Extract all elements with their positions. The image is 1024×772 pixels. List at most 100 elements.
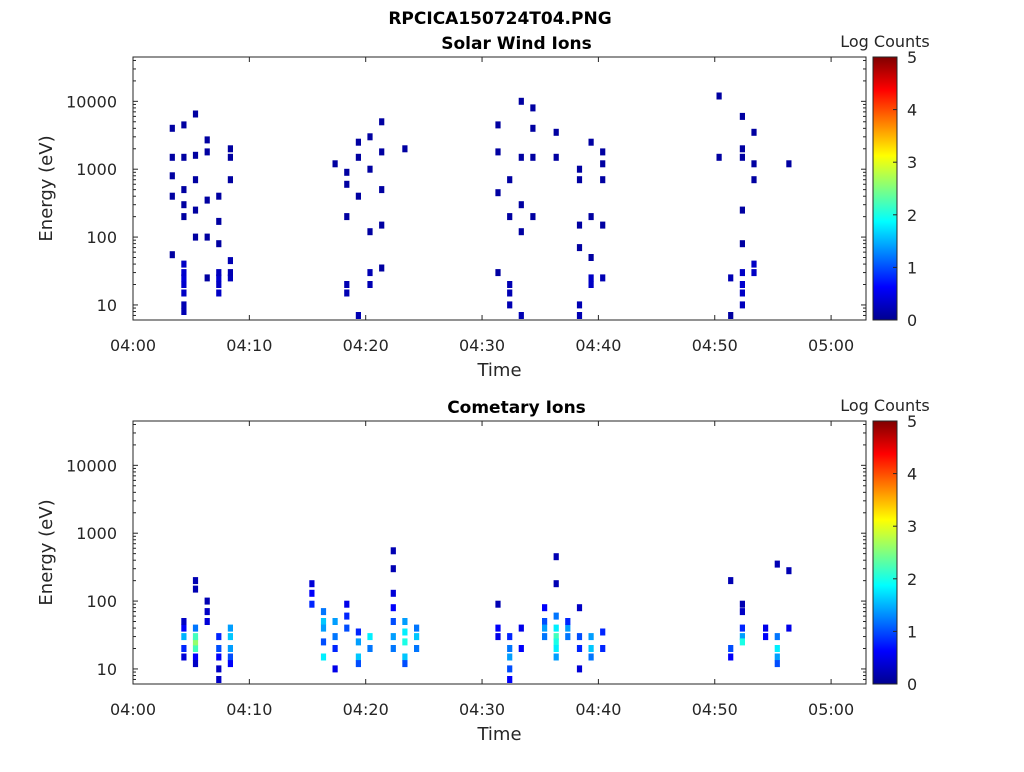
heatmap-cell: [344, 168, 350, 176]
heatmap-cell: [495, 600, 501, 608]
y-tick-label: 100: [86, 228, 117, 247]
heatmap-cell: [379, 148, 385, 156]
heatmap-cell: [227, 645, 233, 652]
heatmap-cell: [728, 577, 734, 585]
heatmap-cell: [204, 608, 210, 616]
x-tick-label: 04:20: [343, 336, 389, 355]
heatmap-cell: [192, 176, 199, 184]
heatmap-cell: [728, 274, 734, 282]
heatmap-cell: [763, 624, 769, 632]
heatmap-cell: [542, 633, 548, 641]
heatmap-cell: [739, 269, 745, 277]
heatmap-cell: [169, 153, 175, 161]
figure-title: RPCICA150724T04.PNG: [388, 9, 611, 29]
heatmap-cell: [332, 665, 338, 673]
heatmap-cell: [204, 618, 210, 625]
heatmap-cell: [227, 633, 233, 641]
heatmap-cell: [181, 633, 187, 641]
heatmap-cell: [739, 281, 745, 288]
panel-title: Solar Wind Ions: [441, 34, 592, 54]
heatmap-cell: [553, 128, 559, 136]
heatmap-cell: [786, 567, 792, 575]
heatmap-cell: [216, 633, 222, 641]
heatmap-cell: [553, 153, 559, 161]
heatmap-cell: [507, 213, 513, 221]
heatmap-cell: [588, 138, 594, 146]
heatmap-cell: [751, 269, 757, 277]
colorbar-label: Log Counts: [840, 396, 930, 415]
heatmap-cell: [332, 633, 338, 641]
heatmap-cell: [216, 676, 222, 683]
heatmap-cell: [216, 281, 222, 288]
heatmap-cell: [728, 645, 734, 652]
heatmap-cell: [355, 638, 361, 646]
heatmap-cell: [600, 645, 606, 652]
heatmap-cell: [181, 624, 187, 632]
heatmap-cell: [774, 660, 780, 668]
heatmap-cell: [588, 254, 594, 261]
heatmap-cell: [774, 633, 780, 641]
heatmap-cell: [414, 645, 420, 652]
heatmap-cell: [181, 269, 187, 277]
heatmap-cell: [169, 192, 175, 200]
heatmap-cell: [739, 145, 745, 153]
heatmap-cell: [216, 645, 222, 652]
heatmap-cell: [716, 153, 722, 161]
heatmap-cell: [402, 628, 408, 636]
heatmap-cell: [204, 136, 210, 144]
heatmap-cell: [367, 269, 373, 277]
y-tick-label: 1000: [76, 524, 117, 543]
heatmap-cell: [181, 186, 187, 194]
heatmap-cell: [739, 633, 745, 641]
heatmap-cell: [414, 624, 420, 632]
heatmap-cell: [379, 264, 385, 272]
heatmap-cell: [320, 608, 327, 616]
x-tick-label: 04:10: [226, 700, 272, 719]
heatmap-cell: [216, 240, 222, 248]
colorbar-tick-label: 0: [907, 675, 917, 694]
heatmap-cell: [169, 172, 175, 180]
heatmap-cell: [553, 638, 559, 646]
heatmap-cell: [390, 618, 396, 625]
colorbar-tick-label: 5: [907, 48, 917, 67]
heatmap-cell: [320, 624, 327, 632]
heatmap-cell: [518, 97, 524, 105]
heatmap-cell: [495, 633, 501, 641]
heatmap-cell: [216, 653, 222, 661]
heatmap-cell: [786, 160, 792, 168]
heatmap-cell: [355, 653, 361, 661]
heatmap-cell: [728, 653, 734, 661]
heatmap-cell: [204, 148, 210, 156]
heatmap-cell: [739, 240, 745, 248]
heatmap-cell: [576, 176, 583, 184]
colorbar-tick-label: 0: [907, 311, 917, 330]
heatmap-cell: [751, 260, 757, 268]
heatmap-cell: [192, 577, 199, 585]
heatmap-cell: [227, 624, 233, 632]
heatmap-cell: [518, 228, 524, 236]
heatmap-cell: [600, 176, 606, 184]
heatmap-cell: [763, 633, 769, 641]
heatmap-cell: [390, 645, 396, 652]
heatmap-cell: [227, 145, 233, 153]
heatmap-cell: [344, 624, 350, 632]
heatmap-cell: [181, 260, 187, 268]
y-tick-label: 10000: [66, 456, 117, 475]
heatmap-cell: [379, 221, 385, 229]
heatmap-cell: [367, 645, 373, 652]
heatmap-cell: [739, 600, 745, 608]
heatmap-cell: [181, 653, 187, 661]
heatmap-cell: [204, 233, 210, 241]
heatmap-cell: [576, 165, 583, 173]
heatmap-cell: [495, 624, 501, 632]
heatmap-cell: [576, 633, 583, 641]
heatmap-cell: [181, 281, 187, 288]
heatmap-cell: [576, 244, 583, 252]
heatmap-cell: [181, 213, 187, 221]
heatmap-cell: [344, 612, 350, 620]
heatmap-cell: [216, 289, 222, 297]
heatmap-cell: [518, 153, 524, 161]
heatmap-cell: [739, 608, 745, 616]
heatmap-cell: [402, 618, 408, 625]
heatmap-cell: [390, 604, 396, 612]
